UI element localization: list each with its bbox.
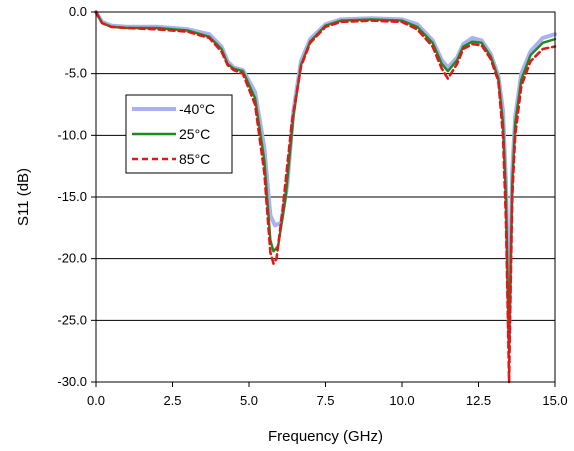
y-tick-label: -5.0	[65, 66, 87, 81]
y-tick-label: -20.0	[57, 251, 87, 266]
x-tick-label: 5.0	[240, 393, 258, 408]
series-line-2	[96, 12, 555, 351]
y-tick-label: 0.0	[69, 4, 87, 19]
x-tick-label: 10.0	[389, 393, 414, 408]
legend-label: 25°C	[179, 126, 210, 142]
series-line-1	[96, 12, 555, 339]
y-tick-label: -25.0	[57, 312, 87, 327]
y-axis-ticks: 0.0 -5.0 -10.0 -15.0 -20.0 -25.0 -30.0	[57, 4, 96, 389]
x-axis-title: Frequency (GHz)	[268, 428, 383, 445]
x-tick-label: 12.5	[466, 393, 491, 408]
x-tick-label: 2.5	[163, 393, 181, 408]
y-axis-title: S11 (dB)	[15, 168, 32, 226]
x-tick-label: 15.0	[542, 393, 567, 408]
x-tick-label: 0.0	[87, 393, 105, 408]
y-tick-label: -10.0	[57, 127, 87, 142]
x-tick-label: 7.5	[316, 393, 334, 408]
legend-label: -40°C	[179, 101, 215, 117]
y-tick-label: -15.0	[57, 189, 87, 204]
x-axis-ticks: 0.0 2.5 5.0 7.5 10.0 12.5 15.0	[87, 382, 568, 408]
y-tick-label: -30.0	[57, 374, 87, 389]
legend-label: 85°C	[179, 151, 210, 167]
legend: -40°C 25°C 85°C	[126, 95, 232, 173]
